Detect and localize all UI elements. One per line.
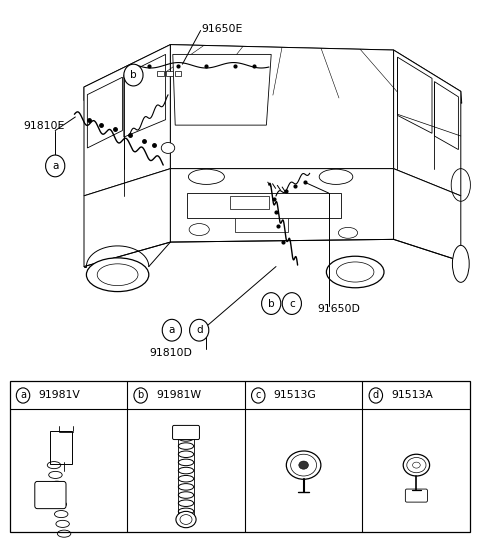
FancyBboxPatch shape bbox=[405, 489, 427, 502]
Ellipse shape bbox=[189, 224, 209, 236]
Text: a: a bbox=[20, 391, 26, 400]
Ellipse shape bbox=[319, 169, 353, 184]
FancyBboxPatch shape bbox=[157, 71, 164, 76]
Polygon shape bbox=[124, 54, 166, 137]
Circle shape bbox=[262, 293, 281, 314]
Polygon shape bbox=[87, 77, 122, 148]
Text: a: a bbox=[168, 325, 175, 335]
Polygon shape bbox=[394, 50, 461, 196]
Ellipse shape bbox=[326, 256, 384, 288]
Text: a: a bbox=[52, 161, 59, 171]
Ellipse shape bbox=[403, 454, 430, 476]
Circle shape bbox=[190, 319, 209, 341]
FancyBboxPatch shape bbox=[173, 425, 200, 440]
Polygon shape bbox=[230, 196, 269, 209]
Text: b: b bbox=[130, 70, 137, 80]
FancyBboxPatch shape bbox=[175, 71, 181, 76]
FancyBboxPatch shape bbox=[50, 431, 72, 464]
Polygon shape bbox=[235, 218, 288, 232]
Polygon shape bbox=[170, 45, 394, 169]
Text: c: c bbox=[255, 391, 261, 400]
FancyBboxPatch shape bbox=[35, 481, 66, 509]
Text: 91810D: 91810D bbox=[150, 348, 192, 357]
Circle shape bbox=[46, 155, 65, 177]
Polygon shape bbox=[434, 82, 458, 150]
Polygon shape bbox=[187, 193, 341, 218]
Text: c: c bbox=[289, 299, 295, 308]
Ellipse shape bbox=[161, 143, 175, 153]
Text: d: d bbox=[373, 391, 379, 400]
Circle shape bbox=[16, 388, 30, 403]
Ellipse shape bbox=[338, 227, 358, 238]
Text: 91981V: 91981V bbox=[38, 391, 80, 400]
Polygon shape bbox=[170, 169, 394, 242]
Ellipse shape bbox=[176, 511, 196, 528]
FancyBboxPatch shape bbox=[166, 71, 173, 76]
FancyBboxPatch shape bbox=[10, 381, 470, 532]
Ellipse shape bbox=[287, 451, 321, 479]
Polygon shape bbox=[173, 54, 271, 125]
Text: 91650E: 91650E bbox=[202, 24, 243, 34]
Text: 91513A: 91513A bbox=[391, 391, 433, 400]
Ellipse shape bbox=[299, 461, 309, 469]
Polygon shape bbox=[84, 169, 170, 267]
Text: 91810E: 91810E bbox=[23, 121, 64, 131]
Polygon shape bbox=[394, 169, 461, 261]
Text: d: d bbox=[196, 325, 203, 335]
Ellipse shape bbox=[86, 258, 149, 292]
Circle shape bbox=[369, 388, 383, 403]
Polygon shape bbox=[397, 57, 432, 133]
Text: b: b bbox=[137, 391, 144, 400]
Circle shape bbox=[124, 64, 143, 86]
Text: b: b bbox=[268, 299, 275, 308]
Circle shape bbox=[162, 319, 181, 341]
Text: 91650D: 91650D bbox=[318, 304, 360, 314]
Polygon shape bbox=[84, 45, 462, 103]
Text: 91981W: 91981W bbox=[156, 391, 201, 400]
Ellipse shape bbox=[188, 169, 225, 184]
Ellipse shape bbox=[452, 245, 469, 282]
Text: 91513G: 91513G bbox=[274, 391, 316, 400]
Circle shape bbox=[134, 388, 147, 403]
Circle shape bbox=[282, 293, 301, 314]
Circle shape bbox=[252, 388, 265, 403]
Polygon shape bbox=[84, 45, 170, 196]
